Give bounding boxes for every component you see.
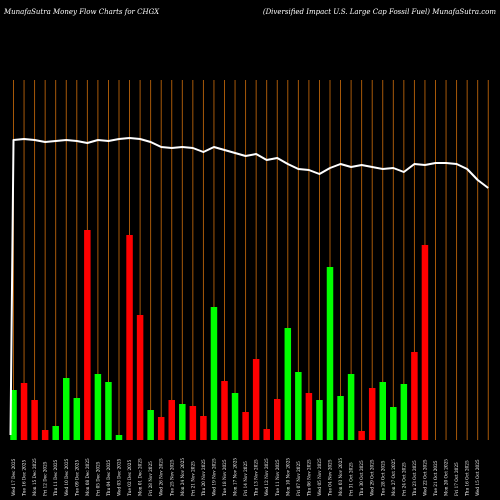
bar — [337, 396, 344, 440]
bar — [115, 435, 123, 440]
x-tick-label: Wed 15 Oct 2025 — [475, 459, 480, 496]
x-tick-label: Wed 26 Nov 2025 — [159, 458, 164, 496]
bar — [94, 374, 102, 440]
x-tick-label: Mon 01 Dec 2025 — [138, 458, 143, 496]
bar — [20, 383, 28, 440]
x-tick-label: Mon 08 Dec 2025 — [85, 458, 90, 496]
x-tick-label: Fri 07 Nov 2025 — [296, 461, 301, 496]
bar — [421, 245, 429, 440]
x-tick-label: Fri 05 Dec 2025 — [95, 461, 100, 496]
bar — [379, 382, 386, 440]
bar — [200, 416, 207, 440]
x-tick-label: Fri 31 Oct 2025 — [349, 462, 354, 496]
x-tick-label: Thu 16 Oct 2025 — [465, 460, 470, 496]
x-tick-label: Thu 20 Nov 2025 — [201, 459, 206, 496]
bar — [168, 400, 175, 440]
x-tick-label: Tue 18 Nov 2025 — [222, 459, 227, 496]
x-tick-label: Tue 25 Nov 2025 — [169, 459, 174, 496]
x-tick-label: Wed 05 Nov 2025 — [317, 458, 322, 496]
bar — [263, 429, 270, 440]
x-tick-label: Thu 30 Oct 2025 — [359, 460, 364, 496]
x-tick-label: Mon 03 Nov 2025 — [338, 458, 343, 496]
bar — [189, 406, 197, 440]
x-tick-label: Thu 06 Nov 2025 — [306, 459, 311, 496]
bar — [63, 378, 70, 440]
bar — [316, 400, 323, 440]
bar — [400, 384, 408, 440]
bar — [347, 374, 355, 440]
x-tick-label: Fri 28 Nov 2025 — [148, 461, 153, 496]
x-tick-label: Tue 28 Oct 2025 — [380, 460, 385, 496]
x-tick-label: Thu 04 Dec 2025 — [106, 459, 111, 496]
bar — [41, 430, 49, 440]
x-tick-label: Tue 16 Dec 2025 — [22, 460, 27, 496]
x-tick-label: Fri 24 Oct 2025 — [401, 462, 406, 496]
bar — [284, 328, 292, 440]
bar — [252, 359, 260, 440]
bar — [242, 412, 249, 440]
x-tick-label: Wed 19 Nov 2025 — [211, 458, 216, 496]
x-tick-label: Wed 12 Nov 2025 — [264, 458, 269, 496]
x-tick-label: Tue 09 Dec 2025 — [74, 460, 79, 496]
bar — [326, 267, 334, 440]
x-tick-label: Mon 20 Oct 2025 — [444, 459, 449, 496]
x-tick-label: Wed 03 Dec 2025 — [117, 458, 122, 496]
header-right: (Diversified Impact U.S. Large Cap Fossi… — [263, 8, 497, 16]
x-tick-label: Mon 15 Dec 2025 — [32, 458, 37, 496]
x-tick-label: Thu 23 Oct 2025 — [412, 460, 417, 496]
x-tick-label: Wed 29 Oct 2025 — [370, 459, 375, 496]
bar — [10, 390, 17, 440]
x-tick-label: Mon 10 Nov 2025 — [285, 458, 290, 496]
bar — [31, 400, 38, 440]
x-tick-label: Tue 02 Dec 2025 — [127, 460, 132, 496]
x-tick-label: Fri 17 Oct 2025 — [454, 462, 459, 496]
x-tick-label: Wed 22 Oct 2025 — [422, 459, 427, 496]
bar — [411, 352, 418, 440]
bar — [221, 381, 228, 440]
line-series — [9, 137, 489, 436]
header-left: MunafaSutra Money Flow Charts for CHGX — [3, 8, 160, 16]
bar — [52, 426, 59, 440]
x-tick-label: Thu 11 Dec 2025 — [53, 459, 58, 496]
x-tick-label: Tue 11 Nov 2025 — [275, 459, 280, 496]
bar — [157, 417, 165, 440]
bar — [126, 235, 133, 440]
bar — [210, 307, 218, 440]
line-path — [9, 137, 489, 436]
bar — [105, 382, 112, 440]
bar — [305, 393, 313, 440]
bar — [73, 398, 81, 440]
bar — [179, 404, 186, 440]
x-tick-label: Wed 17 Dec 2025 — [11, 458, 16, 496]
bar-series — [10, 230, 429, 440]
bar — [274, 399, 281, 440]
x-tick-label: Wed 10 Dec 2025 — [64, 458, 69, 496]
bar — [136, 315, 144, 440]
bar — [390, 407, 397, 440]
bar — [368, 388, 376, 440]
x-tick-label: Tue 21 Oct 2025 — [433, 460, 438, 496]
x-tick-label: Fri 12 Dec 2025 — [43, 461, 48, 496]
bar — [295, 372, 302, 440]
bar — [231, 393, 239, 440]
x-tick-label: Fri 14 Nov 2025 — [243, 461, 248, 496]
bar — [358, 431, 365, 440]
x-tick-label: Fri 21 Nov 2025 — [190, 461, 195, 496]
x-tick-label: Mon 17 Nov 2025 — [233, 458, 238, 496]
x-tick-label: Tue 04 Nov 2025 — [328, 459, 333, 496]
x-tick-label: Thu 13 Nov 2025 — [254, 459, 259, 496]
bar — [84, 230, 91, 440]
x-tick-label: Mon 27 Oct 2025 — [391, 459, 396, 496]
x-axis-labels: Wed 17 Dec 2025 Tue 16 Dec 2025 Mon 15 Dec… — [11, 458, 480, 496]
x-tick-label: Mon 24 Nov 2025 — [180, 458, 185, 496]
bar — [147, 410, 154, 440]
